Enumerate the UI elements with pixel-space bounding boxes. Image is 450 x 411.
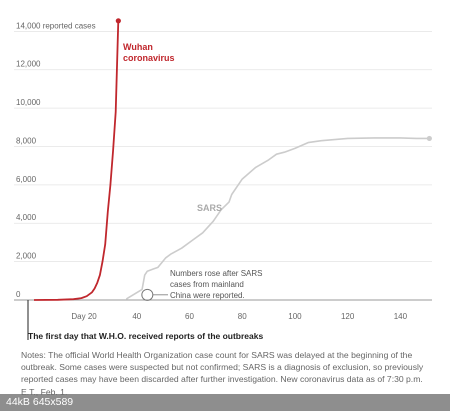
x-tick-label: 100 <box>288 312 302 321</box>
annotation-circle <box>141 288 154 301</box>
x-axis-ticks: Day 20 40 60 80 100 120 140 <box>71 312 407 321</box>
y-tick-label: 10,000 <box>16 98 41 107</box>
wuhan-end-point <box>115 18 121 24</box>
y-tick-label: 6,000 <box>16 175 37 184</box>
wuhan-series-label: coronavirus <box>123 53 175 63</box>
sars-annotation: Numbers rose after SARS cases from mainla… <box>141 269 262 301</box>
y-axis-ticks: 0 2,000 4,000 6,000 8,000 10,000 12,000 14,000 … <box>16 21 96 299</box>
y-tick-label: 14,000 reported cases <box>16 21 96 30</box>
cases-chart: 0 2,000 4,000 6,000 8,000 10,000 12,000 14,000 … <box>14 18 432 340</box>
sars-series-label: SARS <box>197 203 222 213</box>
wuhan-series-line <box>33 20 120 301</box>
y-tick-label: 12,000 <box>16 60 41 69</box>
annotation-text: China were reported. <box>170 291 245 300</box>
y-tick-label: 4,000 <box>16 213 37 222</box>
x-tick-label: Day 20 <box>71 312 97 321</box>
chart-notes: Notes: The official World Health Organiz… <box>21 350 424 397</box>
series-lines <box>33 18 432 301</box>
annotation-text: Numbers rose after SARS <box>170 269 262 278</box>
x-tick-label: 80 <box>238 312 247 321</box>
sars-end-point <box>426 135 432 142</box>
y-tick-label: 8,000 <box>16 136 37 145</box>
y-tick-label: 0 <box>16 290 21 299</box>
wuhan-series-label: Wuhan <box>123 42 153 52</box>
x-tick-label: 120 <box>341 312 355 321</box>
annotation-text: cases from mainland <box>170 280 244 289</box>
image-info-text: 44kB 645x589 <box>6 396 74 408</box>
sars-series-line <box>125 137 430 300</box>
gridlines <box>14 30 432 301</box>
x-tick-label: 40 <box>132 312 141 321</box>
first-day-note: The first day that W.H.O. received repor… <box>28 331 264 341</box>
x-tick-label: 140 <box>394 312 408 321</box>
x-tick-label: 60 <box>185 312 194 321</box>
image-info-bar: 44kB 645x589 <box>0 394 450 411</box>
y-tick-label: 2,000 <box>16 252 37 261</box>
